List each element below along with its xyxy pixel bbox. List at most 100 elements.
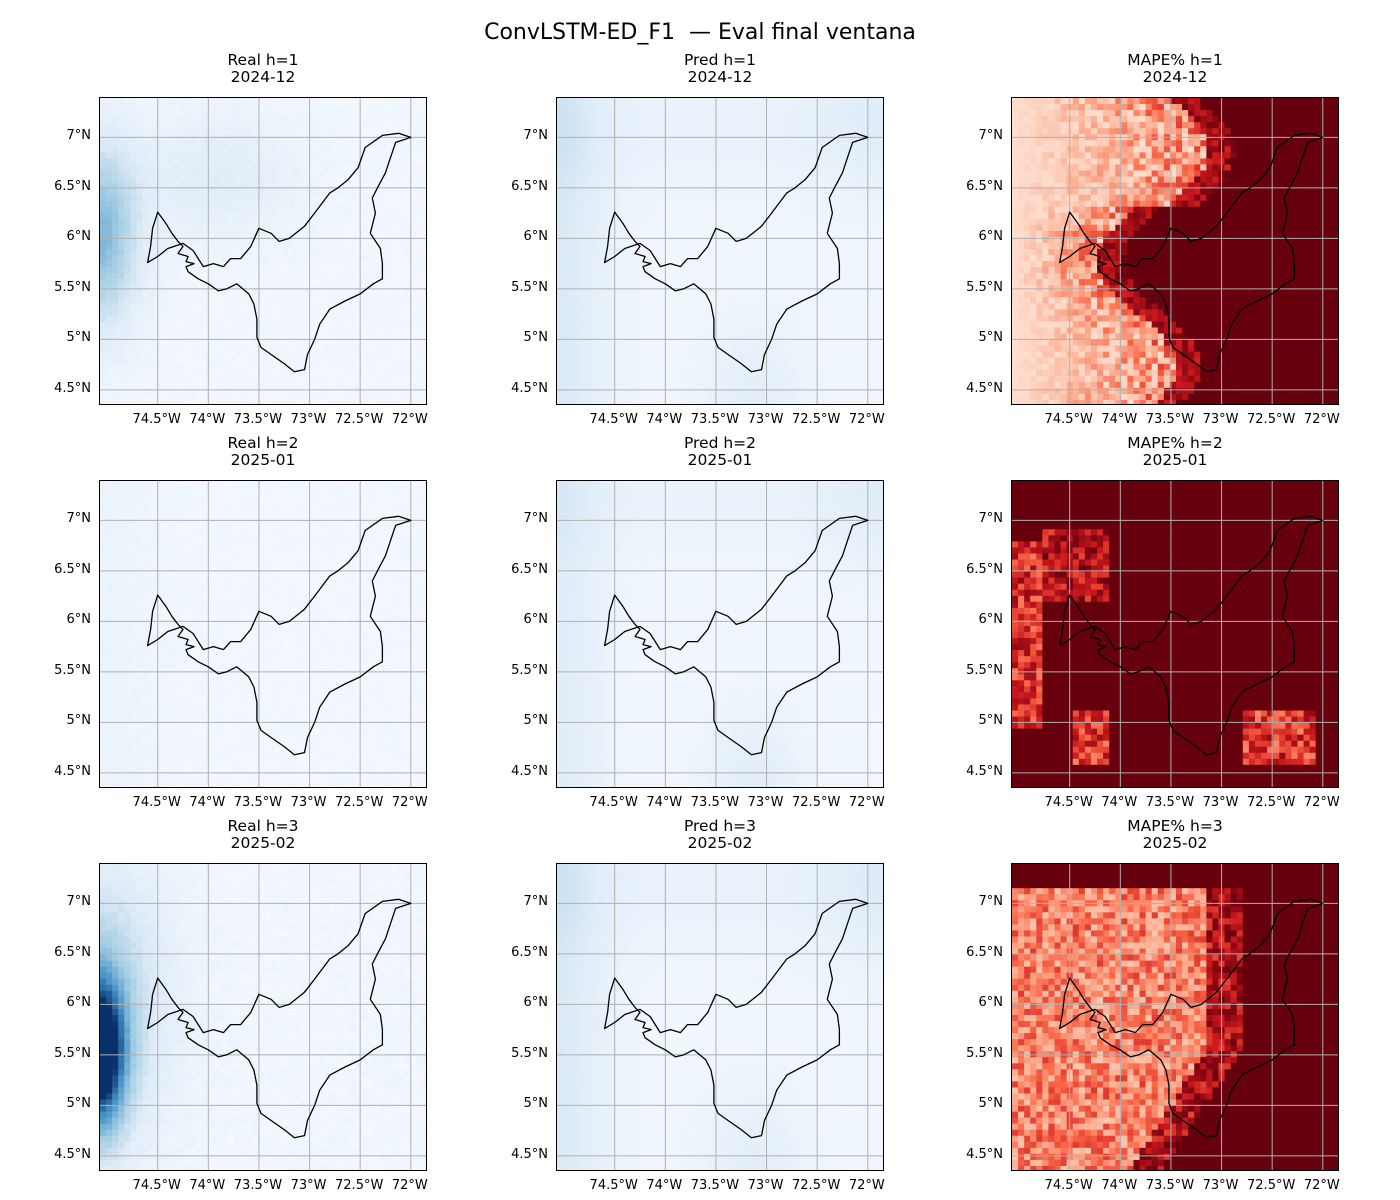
lon-tick-label: 74.5°W (117, 1179, 197, 1193)
region-boundary (603, 132, 869, 373)
lon-tick-label: 72.5°W (319, 413, 399, 427)
lon-tick-label: 73.5°W (675, 413, 755, 427)
lon-tick-label: 73°W (1181, 413, 1261, 427)
lat-tick-label: 4.5°N (488, 381, 548, 396)
lat-tick-label: 6°N (488, 613, 549, 627)
panel-date: 2025-01 (951, 452, 1399, 469)
map-panel-r1c1: Real h=1 2024-12 7°N 6.5°N 6°N 5.5°N 5°N 4.5°N 7… (54, 52, 428, 427)
lon-tick-label: 74.5°W (574, 1179, 654, 1193)
lat-tick-label: 6.5°N (943, 562, 1003, 577)
lon-tick-label: 74.5°W (1029, 796, 1109, 810)
panel-title: Real h=2 (39, 435, 487, 452)
lon-tick-label: 72.5°W (1231, 796, 1311, 810)
lat-tick-label: 7°N (488, 512, 549, 526)
panel-title: MAPE% h=2 (951, 435, 1399, 452)
region-boundary (1058, 132, 1324, 373)
map-panel-r1c2: Pred h=1 2024-12 7°N 6.5°N 6°N 5.5°N 5°N 4.5°N 7… (511, 52, 885, 427)
lon-tick-label: 73.5°W (1130, 413, 1210, 427)
lat-tick-label: 6.5°N (488, 179, 548, 194)
panel-title: Pred h=3 (496, 818, 944, 835)
lat-tick-label: 5.5°N (31, 280, 91, 295)
lat-tick-label: 5.5°N (31, 663, 91, 678)
lat-tick-label: 4.5°N (31, 381, 91, 396)
lat-tick-label: 6°N (488, 230, 549, 244)
lon-tick-label: 73.5°W (1130, 796, 1210, 810)
lon-tick-label: 74.5°W (1029, 1179, 1109, 1193)
map-axes (99, 97, 427, 405)
panel-title: MAPE% h=1 (951, 52, 1399, 69)
lon-tick-label: 72.5°W (319, 796, 399, 810)
panel-title: MAPE% h=3 (951, 818, 1399, 835)
lat-tick-label: 4.5°N (943, 1147, 1003, 1162)
lat-tick-label: 7°N (488, 129, 549, 143)
lon-tick-label: 74.5°W (1029, 413, 1109, 427)
map-panel-r2c1: Real h=2 2025-01 7°N 6.5°N 6°N 5.5°N 5°N 4.5°N 7… (54, 435, 428, 810)
lon-tick-label: 73°W (726, 796, 806, 810)
map-raster (557, 864, 883, 1170)
lon-tick-label: 72°W (370, 413, 450, 427)
lat-tick-label: 6°N (943, 996, 1004, 1010)
panel-date: 2025-02 (951, 835, 1399, 852)
lon-tick-label: 72°W (827, 1179, 907, 1193)
map-axes (556, 480, 884, 788)
lon-tick-label: 73°W (269, 413, 349, 427)
map-panel-r3c3: MAPE% h=3 2025-02 7°N 6.5°N 6°N 5.5°N 5°N 4.5°N… (966, 818, 1340, 1193)
lat-tick-label: 7°N (31, 512, 92, 526)
lon-tick-label: 73°W (1181, 796, 1261, 810)
map-raster (1012, 98, 1338, 404)
panel-title: Pred h=1 (496, 52, 944, 69)
lon-tick-label: 72.5°W (776, 413, 856, 427)
lon-tick-label: 72.5°W (776, 796, 856, 810)
lon-tick-label: 74°W (1079, 413, 1159, 427)
lat-tick-label: 4.5°N (31, 764, 91, 779)
lat-tick-label: 6°N (943, 230, 1004, 244)
map-raster (557, 481, 883, 787)
lat-tick-label: 5.5°N (488, 663, 548, 678)
lat-tick-label: 5.5°N (943, 1046, 1003, 1061)
lat-tick-label: 5°N (943, 331, 1004, 345)
lat-tick-label: 6.5°N (488, 562, 548, 577)
panel-date: 2025-01 (39, 452, 487, 469)
lon-tick-label: 73.5°W (675, 1179, 755, 1193)
lat-tick-label: 5.5°N (488, 1046, 548, 1061)
lon-tick-label: 73.5°W (675, 796, 755, 810)
lon-tick-label: 74°W (167, 1179, 247, 1193)
lat-tick-label: 7°N (31, 129, 92, 143)
map-axes (1011, 863, 1339, 1171)
lon-tick-label: 74°W (624, 1179, 704, 1193)
lat-tick-label: 5.5°N (31, 1046, 91, 1061)
lon-tick-label: 72°W (370, 1179, 450, 1193)
map-panel-r3c2: Pred h=3 2025-02 7°N 6.5°N 6°N 5.5°N 5°N 4.5°N 7… (511, 818, 885, 1193)
lat-tick-label: 5°N (488, 331, 549, 345)
lat-tick-label: 6.5°N (488, 945, 548, 960)
lon-tick-label: 74°W (1079, 1179, 1159, 1193)
lat-tick-label: 6.5°N (31, 179, 91, 194)
lat-tick-label: 6.5°N (31, 945, 91, 960)
lon-tick-label: 74.5°W (574, 796, 654, 810)
lat-tick-label: 5.5°N (943, 663, 1003, 678)
lon-tick-label: 72.5°W (1231, 1179, 1311, 1193)
lon-tick-label: 73°W (726, 1179, 806, 1193)
lon-tick-label: 72°W (1282, 796, 1362, 810)
lon-tick-label: 74°W (1079, 796, 1159, 810)
panel-date: 2025-02 (39, 835, 487, 852)
lon-tick-label: 73°W (269, 796, 349, 810)
lat-tick-label: 7°N (488, 895, 549, 909)
panel-title: Real h=3 (39, 818, 487, 835)
lat-tick-label: 6°N (31, 230, 92, 244)
lon-tick-label: 73.5°W (1130, 1179, 1210, 1193)
lat-tick-label: 5°N (31, 1097, 92, 1111)
map-panel-r3c1: Real h=3 2025-02 7°N 6.5°N 6°N 5.5°N 5°N 4.5°N 7… (54, 818, 428, 1193)
lon-tick-label: 74.5°W (574, 413, 654, 427)
map-raster (1012, 864, 1338, 1170)
lat-tick-label: 7°N (943, 129, 1004, 143)
lat-tick-label: 7°N (943, 512, 1004, 526)
lon-tick-label: 74°W (167, 796, 247, 810)
region-boundary (146, 515, 412, 756)
map-axes (1011, 480, 1339, 788)
lat-tick-label: 6°N (31, 613, 92, 627)
lat-tick-label: 5.5°N (488, 280, 548, 295)
lat-tick-label: 4.5°N (31, 1147, 91, 1162)
lon-tick-label: 73°W (1181, 1179, 1261, 1193)
